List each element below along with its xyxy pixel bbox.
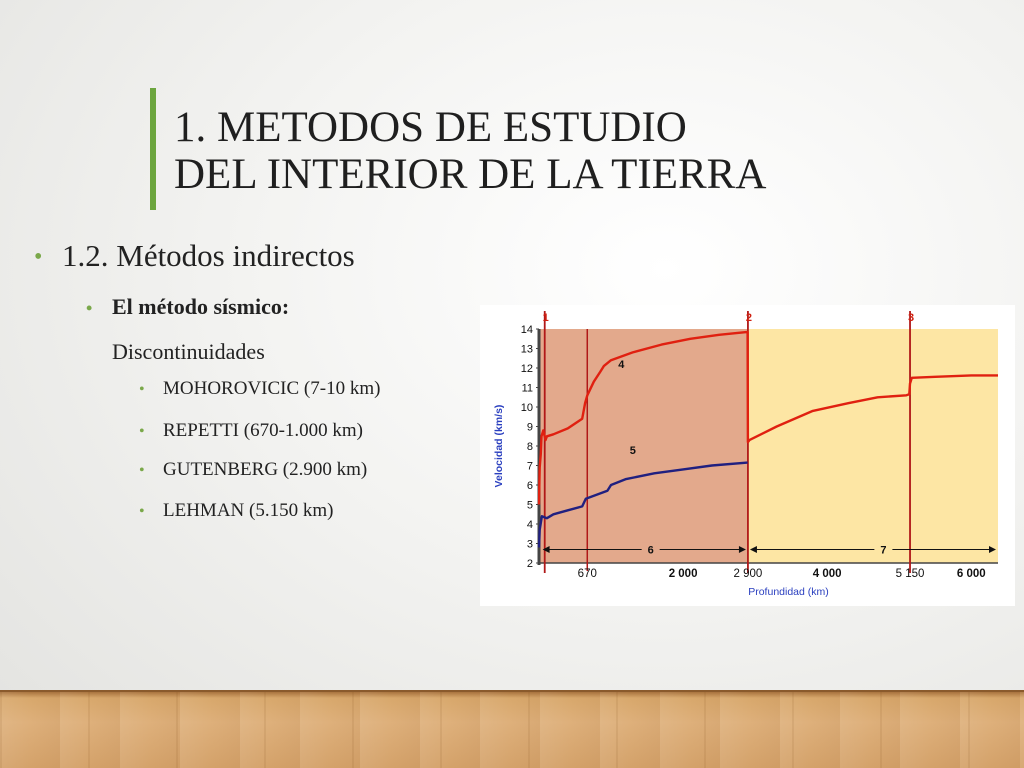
bullet-discontinuidades: Discontinuidades bbox=[112, 339, 265, 365]
bullet-dot-icon: • bbox=[139, 381, 145, 398]
bullet-dot-icon: • bbox=[34, 244, 43, 270]
bullet-metodos-indirectos: • 1.2. Métodos indirectos bbox=[34, 238, 355, 274]
y-tick-label: 7 bbox=[527, 461, 533, 473]
slide-title: 1. METODOS DE ESTUDIO DEL INTERIOR DE LA… bbox=[174, 104, 766, 198]
bullet-text: 1.2. Métodos indirectos bbox=[62, 238, 355, 273]
region-6 bbox=[539, 329, 748, 563]
x-tick-label: 670 bbox=[578, 568, 597, 580]
y-tick-label: 9 bbox=[527, 422, 533, 434]
region-6-arrow-head-right bbox=[738, 545, 746, 553]
series-line-4 bbox=[537, 330, 998, 505]
series-label-4: 4 bbox=[618, 359, 625, 371]
x-tick-label: 5 150 bbox=[896, 568, 925, 580]
bullet-text: GUTENBERG (2.900 km) bbox=[163, 459, 368, 480]
wood-floor bbox=[0, 690, 1024, 768]
discontinuity-label-2: 2 bbox=[746, 312, 752, 324]
series-label-5: 5 bbox=[630, 445, 636, 457]
title-accent-bar bbox=[150, 88, 156, 210]
bullet-mohorovicic: • MOHOROVICIC (7-10 km) bbox=[139, 378, 381, 400]
y-tick-label: 8 bbox=[527, 441, 533, 453]
x-tick-label: 6 000 bbox=[957, 568, 986, 580]
bullet-text: El método sísmico: bbox=[112, 294, 290, 319]
bullet-text: LEHMAN (5.150 km) bbox=[163, 500, 334, 521]
x-tick-label: 2 000 bbox=[669, 568, 698, 580]
x-tick-label: 2 900 bbox=[734, 568, 763, 580]
y-tick-label: 11 bbox=[522, 383, 533, 395]
bullet-repetti: • REPETTI (670-1.000 km) bbox=[139, 420, 364, 442]
y-tick-label: 6 bbox=[527, 480, 533, 492]
series-line-5 bbox=[537, 461, 748, 548]
y-tick-label: 12 bbox=[521, 363, 533, 375]
region-label-bg bbox=[641, 542, 660, 557]
y-axis-label: Velocidad (km/s) bbox=[493, 405, 505, 488]
y-tick-label: 10 bbox=[521, 402, 533, 414]
discontinuity-label-1: 1 bbox=[543, 312, 549, 324]
region-7-arrow-head-left bbox=[749, 545, 757, 553]
y-tick-label: 14 bbox=[521, 324, 533, 336]
title-line-2: DEL INTERIOR DE LA TIERRA bbox=[174, 151, 767, 198]
discontinuity-label-3: 3 bbox=[908, 312, 914, 324]
seismic-velocity-chart: 2 3 4 5 6 7 8 9 10 11 12 13 14 Velocidad (km/s) 1 2 3 4 5 6… bbox=[480, 305, 1015, 606]
y-tick-label: 5 bbox=[527, 500, 533, 512]
title-line-1: 1. METODOS DE ESTUDIO bbox=[174, 104, 687, 151]
x-tick-label: 4 000 bbox=[813, 568, 842, 580]
bullet-text: Discontinuidades bbox=[112, 339, 265, 364]
y-tick-label: 2 bbox=[527, 558, 533, 570]
slide: 1. METODOS DE ESTUDIO DEL INTERIOR DE LA… bbox=[34, 88, 1015, 606]
bullet-dot-icon: • bbox=[86, 298, 93, 318]
bullet-gutenberg: • GUTENBERG (2.900 km) bbox=[139, 459, 368, 481]
region-7-arrow-head-right bbox=[989, 545, 996, 553]
region-label-6: 6 bbox=[648, 544, 654, 556]
y-tick-label: 13 bbox=[521, 344, 533, 356]
region-6-arrow-head-left bbox=[542, 545, 550, 553]
bullet-dot-icon: • bbox=[139, 423, 145, 440]
bullet-lehman: • LEHMAN (5.150 km) bbox=[139, 500, 334, 522]
bullet-metodo-sismico: • El método sísmico: bbox=[86, 294, 290, 320]
bullet-text: REPETTI (670-1.000 km) bbox=[163, 420, 364, 441]
region-label-7: 7 bbox=[880, 544, 886, 556]
bullet-dot-icon: • bbox=[139, 462, 145, 479]
bullet-text: MOHOROVICIC (7-10 km) bbox=[163, 378, 381, 399]
region-label-bg bbox=[874, 542, 893, 557]
bullet-dot-icon: • bbox=[139, 503, 145, 520]
y-tick-label: 3 bbox=[527, 539, 533, 551]
y-tick-label: 4 bbox=[527, 519, 533, 531]
x-axis-label: Profundidad (km) bbox=[748, 586, 829, 598]
region-7 bbox=[747, 329, 998, 563]
